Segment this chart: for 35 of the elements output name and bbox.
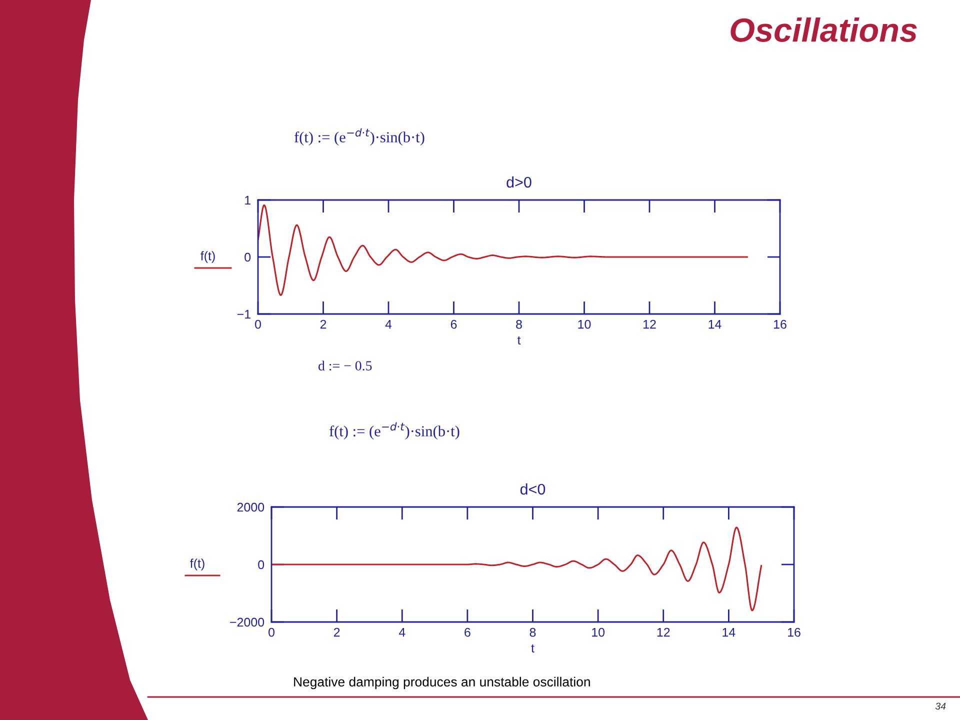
x-tick-label: 8 (530, 628, 536, 637)
x-tick-label: 12 (644, 320, 656, 329)
text: Negative damping produces an unstable oscillation (294, 676, 590, 690)
y-tick-label: 0 (258, 560, 264, 570)
x-tick-label: 16 (788, 628, 800, 637)
x-tick-label: 14 (708, 320, 722, 329)
y-tick-label: −1 (237, 310, 250, 319)
x-tick-label: 2 (320, 320, 326, 329)
x-tick-label: 2 (334, 628, 340, 637)
x-tick-label: 4 (385, 320, 392, 329)
x-tick-label: 16 (774, 320, 786, 329)
x-tick-label: 8 (516, 320, 522, 329)
x-tick-label: 4 (398, 628, 406, 637)
x-tick-label: 6 (450, 320, 457, 329)
x-tick-label: 14 (722, 628, 736, 637)
text: 34 (935, 702, 946, 710)
text: f(t) := (e$^{−d·t}$)·sin(b·t) (294, 128, 424, 146)
y-tick-label: 1 (245, 196, 250, 205)
x-tick-label: 0 (268, 628, 274, 637)
y-tick-label: −2000 (230, 618, 264, 627)
text: Oscillations (730, 17, 917, 42)
y-tick-label: 2000 (237, 502, 264, 512)
text: d := − 0.5 (318, 360, 372, 371)
x-axis-title: t (531, 644, 534, 653)
text: f(t) (200, 251, 215, 263)
y-tick-label: 0 (244, 252, 251, 262)
chart-title: d>0 (506, 176, 532, 188)
x-tick-label: 10 (578, 320, 591, 329)
text: f(t) := (e$^{−d·t}$)·sin(b·t) (329, 422, 460, 440)
text: f(t) (190, 558, 204, 570)
x-tick-label: 6 (464, 628, 470, 637)
x-axis-title: t (517, 336, 521, 345)
x-tick-label: 10 (592, 628, 605, 637)
x-tick-label: 12 (657, 628, 670, 637)
chart-title: d<0 (520, 483, 546, 495)
